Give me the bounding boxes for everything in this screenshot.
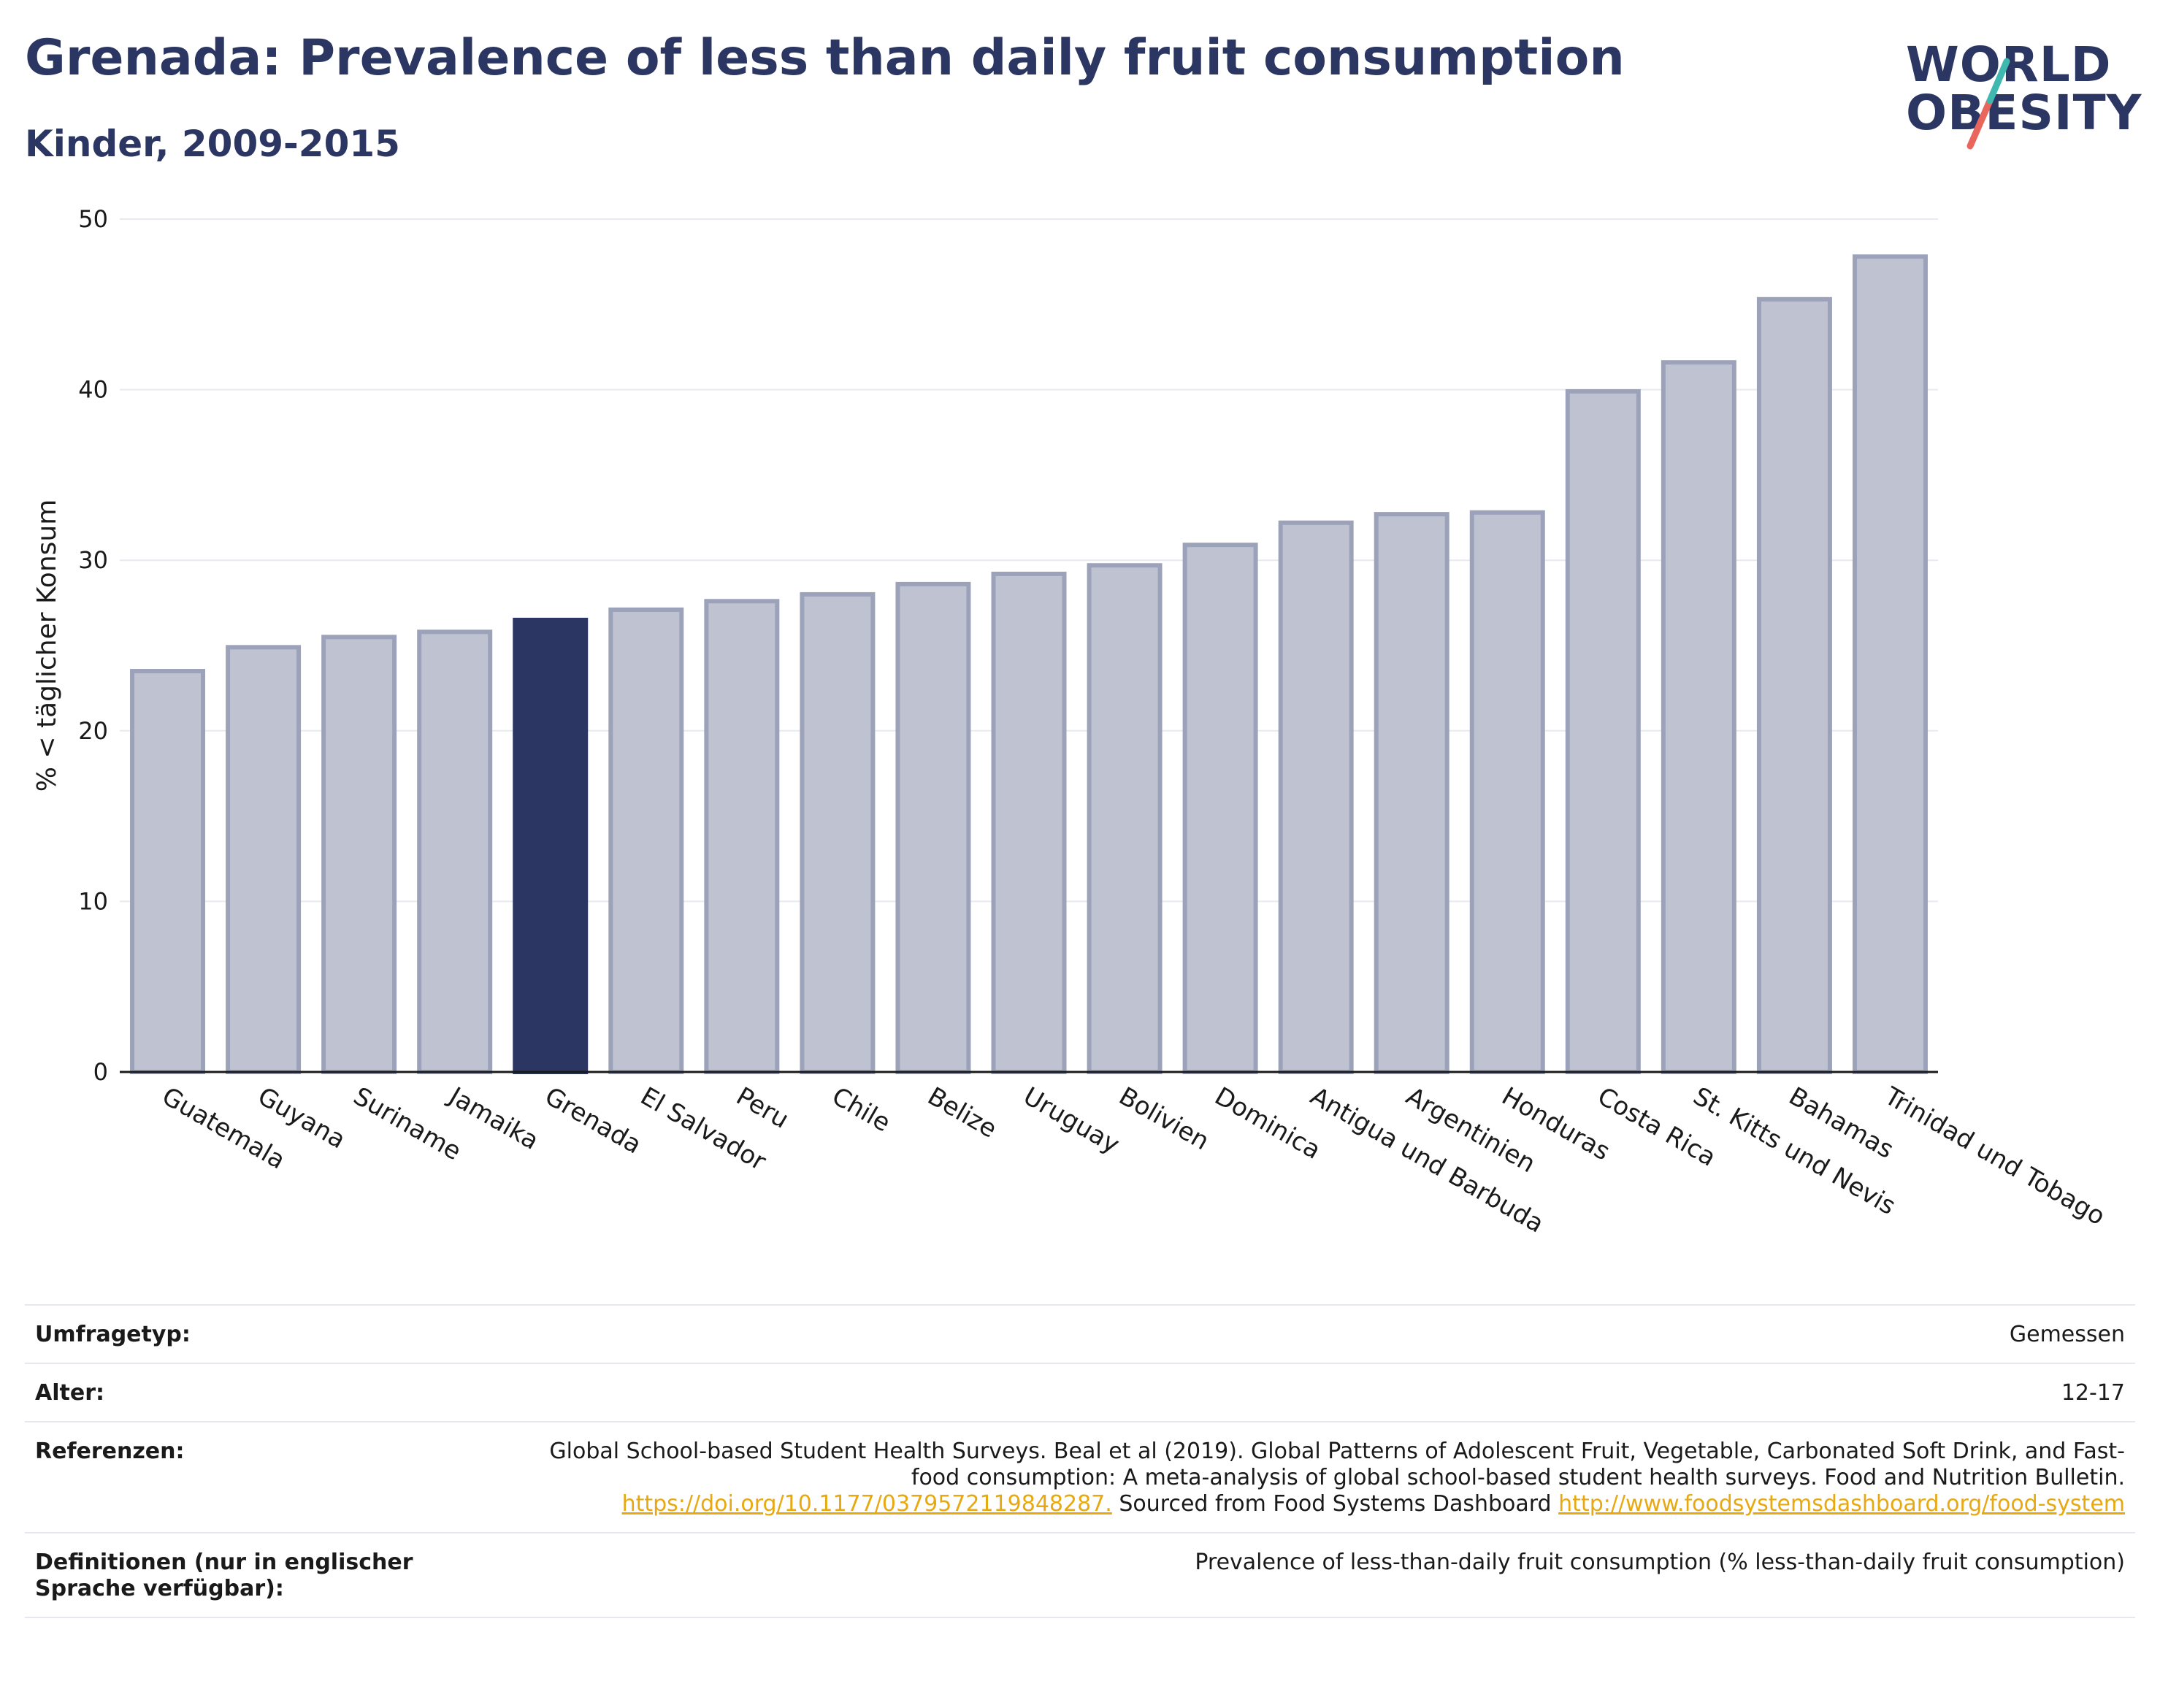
- page-subtitle: Kinder, 2009-2015: [25, 123, 400, 165]
- bar: [1374, 512, 1449, 1074]
- y-tick-label: 10: [78, 887, 108, 915]
- references-label: Referenzen:: [25, 1421, 513, 1533]
- bar: [226, 645, 302, 1074]
- info-row-age: Alter: 12-17: [25, 1363, 2135, 1422]
- bar: [1852, 254, 1928, 1075]
- logo-slash-icon: [1966, 58, 2010, 150]
- x-tick-label: Grenada: [540, 1081, 646, 1160]
- x-tick-label: Peru: [731, 1081, 794, 1135]
- references-text-1: Global School-based Student Health Surve…: [549, 1439, 2125, 1490]
- bar: [1469, 510, 1545, 1074]
- bar: [1278, 520, 1354, 1075]
- logo-line-2: OBESITY: [1906, 85, 2142, 141]
- info-row-references: Referenzen: Global School-based Student …: [25, 1421, 2135, 1533]
- info-table: Umfragetyp: Gemessen Alter: 12-17 Refere…: [25, 1304, 2135, 1618]
- y-tick-label: 50: [78, 205, 108, 233]
- y-axis-title: % < täglicher Konsum: [32, 499, 62, 792]
- x-tick-label: Suriname: [348, 1081, 466, 1166]
- bar: [1661, 360, 1736, 1074]
- bar: [417, 629, 493, 1074]
- bar: [1182, 543, 1258, 1074]
- age-value: 12-17: [513, 1363, 2135, 1422]
- references-link-dashboard[interactable]: http://www.foodsystemsdashboard.org/food…: [1558, 1491, 2125, 1517]
- y-tick-label: 20: [78, 717, 108, 745]
- definitions-value: Prevalence of less-than-daily fruit cons…: [513, 1532, 2135, 1618]
- logo-slash-top: [1986, 58, 2010, 104]
- x-tick-label: Uruguay: [1019, 1081, 1125, 1160]
- references-value: Global School-based Student Health Surve…: [513, 1421, 2135, 1533]
- bar: [1087, 563, 1163, 1074]
- x-tick-label: Bolivien: [1114, 1081, 1214, 1156]
- page-title: Grenada: Prevalence of less than daily f…: [25, 29, 1625, 87]
- bar: [321, 635, 397, 1074]
- x-tick-label: Dominica: [1210, 1081, 1326, 1165]
- age-label: Alter:: [25, 1363, 513, 1422]
- world-obesity-logo: WORLD OBESITY: [1906, 37, 2141, 153]
- bar: [130, 669, 206, 1074]
- bar: [1565, 388, 1641, 1075]
- survey-type-value: Gemessen: [513, 1304, 2135, 1363]
- y-tick-label: 30: [78, 546, 108, 574]
- survey-type-label: Umfragetyp:: [25, 1304, 513, 1363]
- references-link-doi[interactable]: https://doi.org/10.1177/0379572119848287…: [621, 1491, 1112, 1517]
- x-tick-label: Belize: [922, 1081, 1001, 1144]
- x-tick-label: Trinidad und Tobago: [1879, 1081, 2110, 1232]
- bar-highlight: [513, 617, 589, 1074]
- bar: [608, 607, 684, 1074]
- info-row-survey-type: Umfragetyp: Gemessen: [25, 1304, 2135, 1363]
- y-tick-label: 0: [93, 1058, 108, 1086]
- references-text-2: Sourced from Food Systems Dashboard: [1119, 1491, 1552, 1517]
- bar: [800, 591, 876, 1074]
- bar: [704, 599, 780, 1074]
- info-row-definitions: Definitionen (nur in englischer Sprache …: [25, 1532, 2135, 1618]
- bar: [991, 571, 1067, 1074]
- bar: [1756, 296, 1832, 1075]
- y-tick-label: 40: [78, 376, 108, 404]
- logo-slash-bottom: [1966, 97, 1994, 150]
- definitions-label: Definitionen (nur in englischer Sprache …: [25, 1532, 513, 1618]
- bar: [895, 581, 971, 1074]
- x-tick-label: Chile: [827, 1081, 895, 1138]
